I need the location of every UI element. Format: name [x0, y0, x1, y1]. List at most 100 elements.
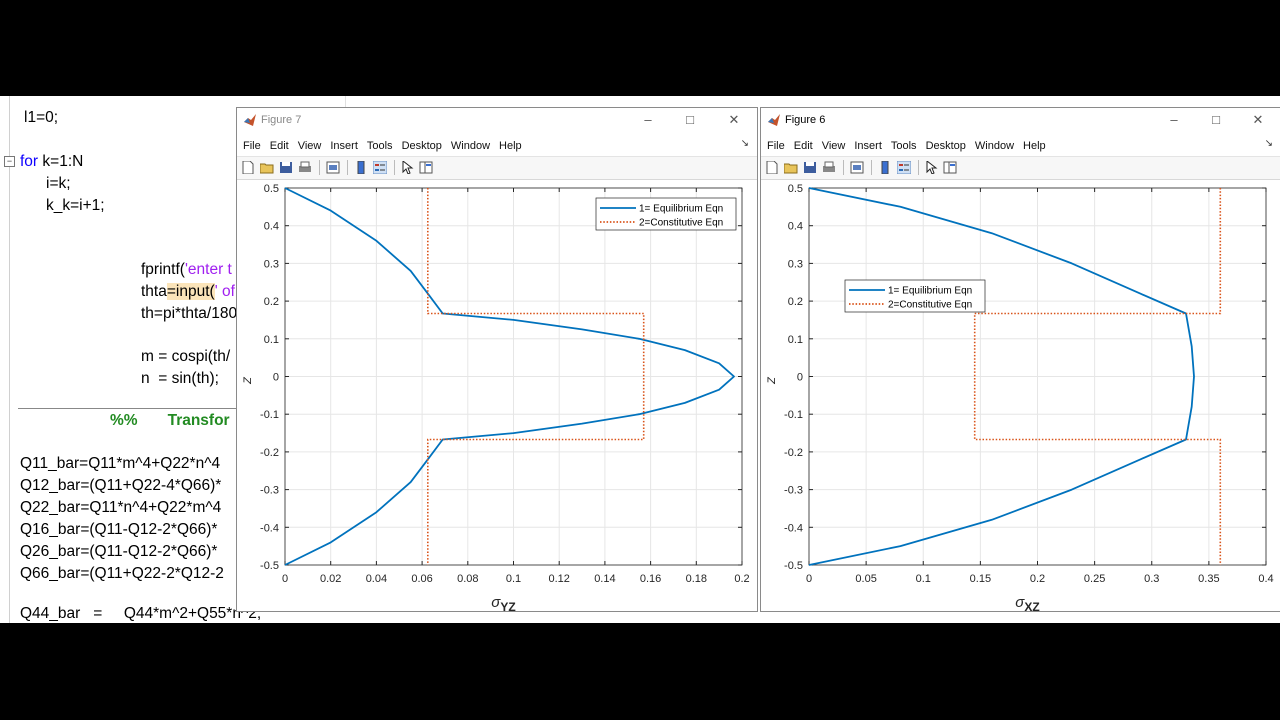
- print-icon[interactable]: [298, 161, 312, 174]
- keyword-for: for: [20, 153, 39, 170]
- y-tick-label: -0.1: [784, 409, 803, 421]
- input-string: ' of: [214, 283, 235, 300]
- edit-plot-arrow-icon[interactable]: [924, 161, 938, 174]
- y-tick-label: 0.1: [788, 334, 803, 346]
- menu-view[interactable]: View: [821, 140, 846, 152]
- code-line-thta[interactable]: thta=input(' of: [141, 283, 235, 301]
- menu-file[interactable]: File: [243, 140, 261, 152]
- menu-window[interactable]: Window: [450, 140, 491, 152]
- property-editor-icon[interactable]: [943, 161, 957, 174]
- legend-icon[interactable]: [373, 161, 387, 174]
- menu-tools[interactable]: Tools: [366, 140, 393, 152]
- code-line-n[interactable]: n = sin(th);: [141, 370, 219, 387]
- menu-help[interactable]: Help: [1023, 140, 1046, 152]
- x-tick-label: 0.2: [734, 573, 749, 585]
- figure-7-axes[interactable]: 0 0.02 0.04 0.06 0.08 0.1 0.12 0.14 0.16 0.18 0.2 0…: [237, 180, 757, 612]
- menu-file[interactable]: File: [767, 140, 785, 152]
- menu-window[interactable]: Window: [974, 140, 1015, 152]
- code-line-q12[interactable]: Q12_bar=(Q11+Q22-4*Q66)*: [20, 477, 222, 494]
- y-tick-label: -0.3: [784, 485, 803, 497]
- minimize-icon[interactable]: –: [644, 112, 652, 127]
- menu-bar: File Edit View Insert Tools Desktop Window Help: [237, 136, 757, 154]
- colorbar-icon[interactable]: [878, 161, 892, 174]
- edit-plot-arrow-icon[interactable]: [400, 161, 414, 174]
- figure-toolbar: [761, 156, 1280, 180]
- maximize-icon[interactable]: □: [686, 112, 694, 127]
- menu-desktop[interactable]: Desktop: [401, 140, 442, 152]
- menu-edit[interactable]: Edit: [793, 140, 813, 152]
- code-line-q22[interactable]: Q22_bar=Q11*n^4+Q22*m^4: [20, 499, 222, 516]
- y-tick-label: -0.1: [260, 409, 279, 421]
- series-equilibrium-line: [808, 187, 1195, 566]
- save-icon[interactable]: [803, 161, 817, 174]
- x-tick-label: 0.02: [320, 573, 341, 585]
- series-constitutive-line: [973, 188, 1222, 565]
- menu-help[interactable]: Help: [499, 140, 522, 152]
- legend-label: 1= Equilibrium Eqn: [888, 286, 972, 297]
- x-tick-label: 0.18: [686, 573, 707, 585]
- colorbar-icon[interactable]: [354, 161, 368, 174]
- code-line-th[interactable]: th=pi*thta/180: [141, 305, 238, 322]
- x-tick-label: 0.3: [1144, 573, 1159, 585]
- y-tick-label: 0.2: [264, 296, 279, 308]
- x-tick-label: 0.05: [855, 573, 876, 585]
- menu-insert[interactable]: Insert: [330, 140, 358, 152]
- dock-arrow-icon[interactable]: ↘: [740, 138, 749, 149]
- x-tick-label: 0.06: [411, 573, 432, 585]
- code-line-l1[interactable]: l1=0;: [24, 109, 59, 126]
- legend-box: [844, 279, 986, 313]
- legend-label: 2=Constitutive Eqn: [639, 218, 723, 229]
- code-line-comment[interactable]: %% Transfor: [110, 412, 230, 430]
- menu-view[interactable]: View: [297, 140, 322, 152]
- close-icon[interactable]: ✕: [728, 112, 740, 127]
- code-line-i[interactable]: i=k;: [46, 175, 71, 192]
- fprintf-call: fprintf(: [141, 261, 185, 278]
- link-plot-icon[interactable]: [850, 161, 864, 174]
- menu-tools[interactable]: Tools: [890, 140, 917, 152]
- legend-icon[interactable]: [897, 161, 911, 174]
- maximize-icon[interactable]: □: [1212, 112, 1220, 127]
- code-line-for[interactable]: for k=1:N: [20, 153, 83, 171]
- code-line-fprintf[interactable]: fprintf('enter t: [141, 261, 232, 279]
- y-tick-label: -0.5: [260, 560, 279, 572]
- figure-6-window[interactable]: Figure 6 – □ ✕ File Edit View Insert Tools De…: [760, 107, 1280, 612]
- close-icon[interactable]: ✕: [1252, 112, 1264, 127]
- open-file-icon[interactable]: [784, 161, 798, 174]
- code-line-kk[interactable]: k_k=i+1;: [46, 197, 105, 214]
- y-tick-label: -0.4: [784, 522, 803, 534]
- dock-arrow-icon[interactable]: ↘: [1264, 138, 1273, 149]
- fprintf-string: 'enter t: [184, 261, 232, 278]
- menu-desktop[interactable]: Desktop: [925, 140, 966, 152]
- code-line-q66[interactable]: Q66_bar=(Q11+Q22-2*Q12-2: [20, 565, 224, 582]
- x-tick-label: 0: [806, 573, 812, 585]
- figure-6-axes[interactable]: 0 0.05 0.1 0.15 0.2 0.25 0.3 0.35 0.4 0.5 0.4 0.3 0.…: [761, 180, 1280, 612]
- code-line-q26[interactable]: Q26_bar=(Q11-Q12-2*Q66)*: [20, 543, 218, 560]
- x-tick-label: 0.04: [366, 573, 387, 585]
- x-tick-label: 0.12: [548, 573, 569, 585]
- minimize-icon[interactable]: –: [1170, 112, 1178, 127]
- code-line-q16[interactable]: Q16_bar=(Q11-Q12-2*Q66)*: [20, 521, 218, 538]
- new-figure-icon[interactable]: [765, 161, 779, 174]
- code-line-q11[interactable]: Q11_bar=Q11*m^4+Q22*n^4: [20, 455, 221, 472]
- open-file-icon[interactable]: [260, 161, 274, 174]
- code-line-q44[interactable]: Q44_bar = Q44*m^2+Q55*n^2;: [20, 605, 262, 622]
- code-line-m[interactable]: m = cospi(th/: [141, 348, 231, 365]
- menu-edit[interactable]: Edit: [269, 140, 289, 152]
- save-icon[interactable]: [279, 161, 293, 174]
- menu-insert[interactable]: Insert: [854, 140, 882, 152]
- y-tick-label: -0.5: [784, 560, 803, 572]
- x-tick-label: 0.1: [506, 573, 521, 585]
- figure-7-window[interactable]: Figure 7 – □ ✕ File Edit View Insert Tools De…: [236, 107, 758, 612]
- y-tick-label: 0.5: [788, 183, 803, 195]
- print-icon[interactable]: [822, 161, 836, 174]
- property-editor-icon[interactable]: [419, 161, 433, 174]
- link-plot-icon[interactable]: [326, 161, 340, 174]
- fold-toggle-icon[interactable]: −: [4, 156, 15, 167]
- x-tick-label: 0.4: [1258, 573, 1273, 585]
- title-bar[interactable]: Figure 6 – □ ✕: [761, 108, 1280, 134]
- new-figure-icon[interactable]: [241, 161, 255, 174]
- comment-text: Transfor: [167, 412, 230, 429]
- window-title: Figure 7: [261, 114, 302, 126]
- title-bar[interactable]: Figure 7 – □ ✕: [237, 108, 757, 134]
- menu-bar: File Edit View Insert Tools Desktop Window Help: [761, 136, 1280, 154]
